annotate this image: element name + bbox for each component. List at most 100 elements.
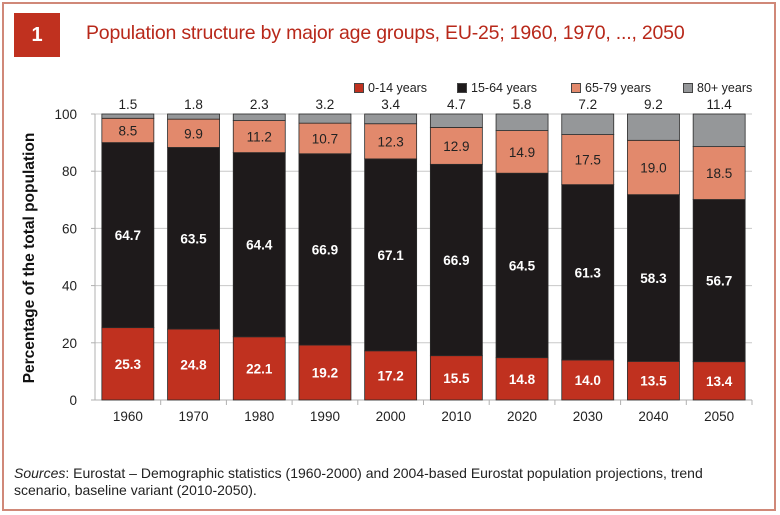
legend-label-0-14: 0-14 years xyxy=(368,81,428,95)
bar-segment-80-years-1980 xyxy=(232,113,286,121)
bar-segment-0-14-years-1990 xyxy=(298,344,352,401)
data-label-65-79-years-1980: 11.2 xyxy=(247,130,272,145)
bars xyxy=(101,113,746,401)
source-label: Sources xyxy=(14,465,66,481)
data-label-80-years-1960: 1.5 xyxy=(118,97,137,112)
data-label-0-14-years-2040: 13.5 xyxy=(640,374,667,389)
data-label-0-14-years-2030: 14.0 xyxy=(575,373,601,388)
legend-item-15-64: 15-64 years xyxy=(457,81,537,95)
data-label-80-years-2050: 11.4 xyxy=(707,97,733,112)
x-tick-label-2020: 2020 xyxy=(507,409,537,424)
y-tick-label-60: 60 xyxy=(62,221,77,236)
source-text: : Eurostat – Demographic statistics (196… xyxy=(14,465,703,498)
bar-segment-0-14-years-1960 xyxy=(101,327,155,401)
x-tick-label-1960: 1960 xyxy=(113,409,143,424)
data-label-15-64-years-2040: 58.3 xyxy=(640,271,667,286)
data-label-0-14-years-1970: 24.8 xyxy=(180,358,207,373)
bar-segment-0-14-years-2020 xyxy=(495,357,549,401)
source-note: Sources: Eurostat – Demographic statisti… xyxy=(14,465,754,499)
legend-label-65-79: 65-79 years xyxy=(585,81,652,95)
bar-segment-15-64-years-1980 xyxy=(232,152,286,338)
bar-segment-65-79-years-1980 xyxy=(232,120,286,154)
legend-swatch-15-64 xyxy=(457,83,467,93)
data-label-80-years-2040: 9.2 xyxy=(644,97,663,112)
data-label-15-64-years-2010: 66.9 xyxy=(443,253,469,268)
bar-segment-80-years-2050 xyxy=(692,113,746,148)
data-label-80-years-2000: 3.4 xyxy=(381,97,400,112)
bar-segment-65-79-years-2020 xyxy=(495,130,549,174)
bar-segment-15-64-years-1970 xyxy=(167,147,220,330)
x-tick-label-1990: 1990 xyxy=(310,409,340,424)
bar-segment-0-14-years-2000 xyxy=(364,350,418,401)
legend: 0-14 years 15-64 years 65-79 years 80+ y… xyxy=(0,81,780,97)
legend-swatch-0-14 xyxy=(354,83,364,93)
legend-item-80plus: 80+ years xyxy=(683,81,752,95)
bar-segment-65-79-years-2050 xyxy=(692,146,746,200)
data-label-80-years-1980: 2.3 xyxy=(250,97,269,112)
legend-swatch-65-79 xyxy=(571,83,581,93)
data-label-15-64-years-2020: 64.5 xyxy=(509,258,536,273)
data-label-0-14-years-2010: 15.5 xyxy=(443,371,470,386)
bar-segment-15-64-years-2050 xyxy=(692,199,746,363)
data-label-65-79-years-2020: 14.9 xyxy=(509,145,535,160)
data-label-65-79-years-2010: 12.9 xyxy=(443,139,469,154)
data-label-15-64-years-1980: 64.4 xyxy=(246,238,273,253)
bar-segment-0-14-years-1980 xyxy=(232,336,286,401)
data-label-65-79-years-2050: 18.5 xyxy=(706,166,732,181)
bar-segment-0-14-years-2040 xyxy=(627,360,680,401)
x-tick-label-2010: 2010 xyxy=(441,409,471,424)
data-label-15-64-years-1970: 63.5 xyxy=(180,231,207,246)
bar-segment-80-years-2000 xyxy=(364,113,418,125)
data-label-15-64-years-2000: 67.1 xyxy=(378,248,405,263)
data-label-0-14-years-2050: 13.4 xyxy=(706,374,733,389)
x-tick-label-1980: 1980 xyxy=(244,409,274,424)
data-label-65-79-years-2000: 12.3 xyxy=(378,134,404,149)
data-label-80-years-2020: 5.8 xyxy=(513,97,532,112)
bar-segment-80-years-2040 xyxy=(627,113,680,141)
data-label-65-79-years-1970: 9.9 xyxy=(184,126,203,141)
bar-segment-15-64-years-2010 xyxy=(429,163,483,357)
x-tick-label-2040: 2040 xyxy=(638,409,668,424)
bar-segment-65-79-years-2010 xyxy=(429,127,483,165)
bar-segment-80-years-1960 xyxy=(101,113,155,119)
bar-segment-0-14-years-2010 xyxy=(429,355,483,401)
data-label-65-79-years-1960: 8.5 xyxy=(118,123,137,138)
data-label-65-79-years-2040: 19.0 xyxy=(640,160,666,175)
figure-number-badge: 1 xyxy=(14,13,60,57)
y-tick-label-40: 40 xyxy=(62,279,77,294)
data-label-0-14-years-2020: 14.8 xyxy=(509,372,536,387)
data-label-65-79-years-2030: 17.5 xyxy=(575,153,601,168)
bar-segment-15-64-years-2040 xyxy=(627,194,680,362)
data-label-80-years-2010: 4.7 xyxy=(447,97,466,112)
data-label-0-14-years-1980: 22.1 xyxy=(246,361,273,376)
data-label-80-years-1990: 3.2 xyxy=(316,97,335,112)
bar-segment-80-years-2020 xyxy=(495,113,549,131)
data-label-80-years-2030: 7.2 xyxy=(578,97,597,112)
bar-segment-65-79-years-1990 xyxy=(298,122,352,155)
y-tick-label-100: 100 xyxy=(54,107,77,122)
data-label-80-years-1970: 1.8 xyxy=(184,97,203,112)
x-tick-label-2030: 2030 xyxy=(573,409,603,424)
y-tick-label-0: 0 xyxy=(69,393,77,408)
bar-segment-0-14-years-1970 xyxy=(167,328,220,401)
chart-title: Population structure by major age groups… xyxy=(86,22,685,44)
x-tick-label-2000: 2000 xyxy=(376,409,406,424)
data-label-15-64-years-1960: 64.7 xyxy=(115,228,141,243)
legend-item-65-79: 65-79 years xyxy=(571,81,651,95)
bar-segment-80-years-2010 xyxy=(429,113,483,128)
data-label-65-79-years-1990: 10.7 xyxy=(312,131,338,146)
data-label-15-64-years-2050: 56.7 xyxy=(706,274,732,289)
legend-label-15-64: 15-64 years xyxy=(471,81,538,95)
y-tick-label-80: 80 xyxy=(62,164,77,179)
bar-segment-80-years-1970 xyxy=(167,113,220,120)
data-label-0-14-years-2000: 17.2 xyxy=(378,368,404,383)
x-tick-label-2050: 2050 xyxy=(704,409,734,424)
bar-segment-15-64-years-1960 xyxy=(101,142,155,329)
bar-segment-65-79-years-2030 xyxy=(561,134,615,186)
legend-label-80plus: 80+ years xyxy=(697,81,753,95)
data-label-0-14-years-1990: 19.2 xyxy=(312,366,338,381)
data-label-15-64-years-1990: 66.9 xyxy=(312,242,338,257)
bar-segment-80-years-2030 xyxy=(561,113,615,135)
